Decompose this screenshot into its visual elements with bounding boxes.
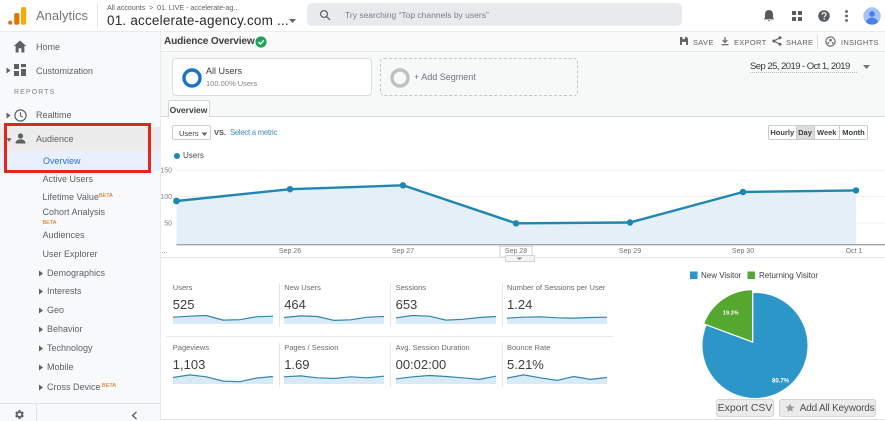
svg-text:50: 50: [164, 221, 172, 228]
svg-text:80.7%: 80.7%: [772, 379, 790, 385]
svg-text:Sep 30: Sep 30: [732, 248, 754, 255]
svg-text:19.3%: 19.3%: [723, 311, 739, 317]
svg-text:Sep 28: Sep 28: [505, 248, 527, 255]
svg-text:New Visitor: New Visitor: [701, 271, 742, 280]
svg-text:Sep 26: Sep 26: [279, 248, 301, 255]
svg-text:Sep 27: Sep 27: [392, 248, 414, 255]
svg-text:150: 150: [161, 168, 172, 175]
svg-text:...: ...: [162, 248, 168, 255]
svg-text:Oct 1: Oct 1: [846, 248, 863, 255]
svg-text:Sep 29: Sep 29: [619, 248, 641, 255]
svg-text:Returning Visitor: Returning Visitor: [759, 271, 818, 280]
svg-text:100: 100: [161, 194, 172, 201]
